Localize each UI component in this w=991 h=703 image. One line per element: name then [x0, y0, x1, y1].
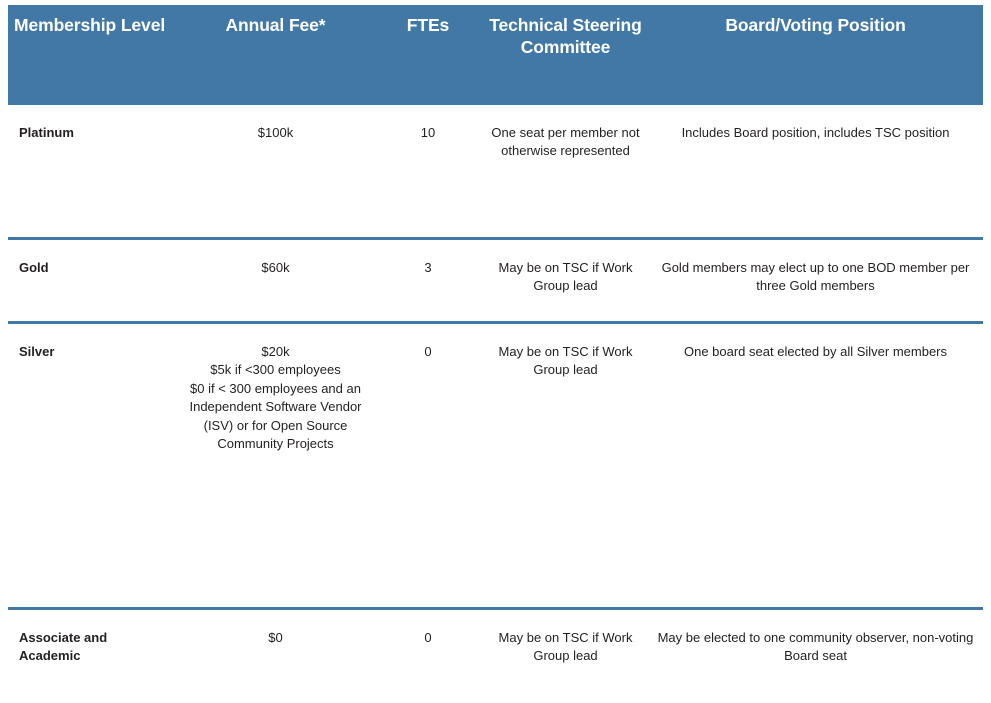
column-header-board-voting-position: Board/Voting Position: [648, 5, 983, 105]
cell-ftes-platinum: 10: [373, 105, 483, 239]
cell-board-gold: Gold members may elect up to one BOD mem…: [648, 239, 983, 323]
cell-board-platinum: Includes Board position, includes TSC po…: [648, 105, 983, 239]
table-row: Silver $20k$5k if <300 employees$0 if < …: [8, 323, 983, 609]
cell-board-silver: One board seat elected by all Silver mem…: [648, 323, 983, 609]
cell-ftes-gold: 3: [373, 239, 483, 323]
column-header-membership-level: Membership Level: [8, 5, 178, 105]
cell-tsc-associate-academic: May be on TSC if Work Group lead: [483, 609, 648, 703]
cell-tsc-platinum: One seat per member not otherwise repres…: [483, 105, 648, 239]
cell-board-associate-academic: May be elected to one community observer…: [648, 609, 983, 703]
cell-fee-gold: $60k: [178, 239, 373, 323]
membership-table: Membership Level Annual Fee* FTEs Techni…: [8, 5, 983, 703]
cell-fee-platinum: $100k: [178, 105, 373, 239]
cell-tsc-gold: May be on TSC if Work Group lead: [483, 239, 648, 323]
table-row: Platinum $100k 10 One seat per member no…: [8, 105, 983, 239]
table-header: Membership Level Annual Fee* FTEs Techni…: [8, 5, 983, 105]
column-header-annual-fee: Annual Fee*: [178, 5, 373, 105]
cell-fee-associate-academic: $0: [178, 609, 373, 703]
column-header-ftes: FTEs: [373, 5, 483, 105]
cell-ftes-associate-academic: 0: [373, 609, 483, 703]
membership-table-container: Membership Level Annual Fee* FTEs Techni…: [0, 0, 991, 672]
table-row: Gold $60k 3 May be on TSC if Work Group …: [8, 239, 983, 323]
table-row: Associate and Academic $0 0 May be on TS…: [8, 609, 983, 703]
cell-level-platinum: Platinum: [8, 105, 178, 239]
column-header-technical-steering-committee: Technical Steering Committee: [483, 5, 648, 105]
cell-level-associate-academic: Associate and Academic: [8, 609, 178, 703]
table-body: Platinum $100k 10 One seat per member no…: [8, 105, 983, 703]
cell-level-silver: Silver: [8, 323, 178, 609]
cell-level-gold: Gold: [8, 239, 178, 323]
table-header-row: Membership Level Annual Fee* FTEs Techni…: [8, 5, 983, 105]
cell-fee-silver: $20k$5k if <300 employees$0 if < 300 emp…: [178, 323, 373, 609]
cell-tsc-silver: May be on TSC if Work Group lead: [483, 323, 648, 609]
cell-ftes-silver: 0: [373, 323, 483, 609]
